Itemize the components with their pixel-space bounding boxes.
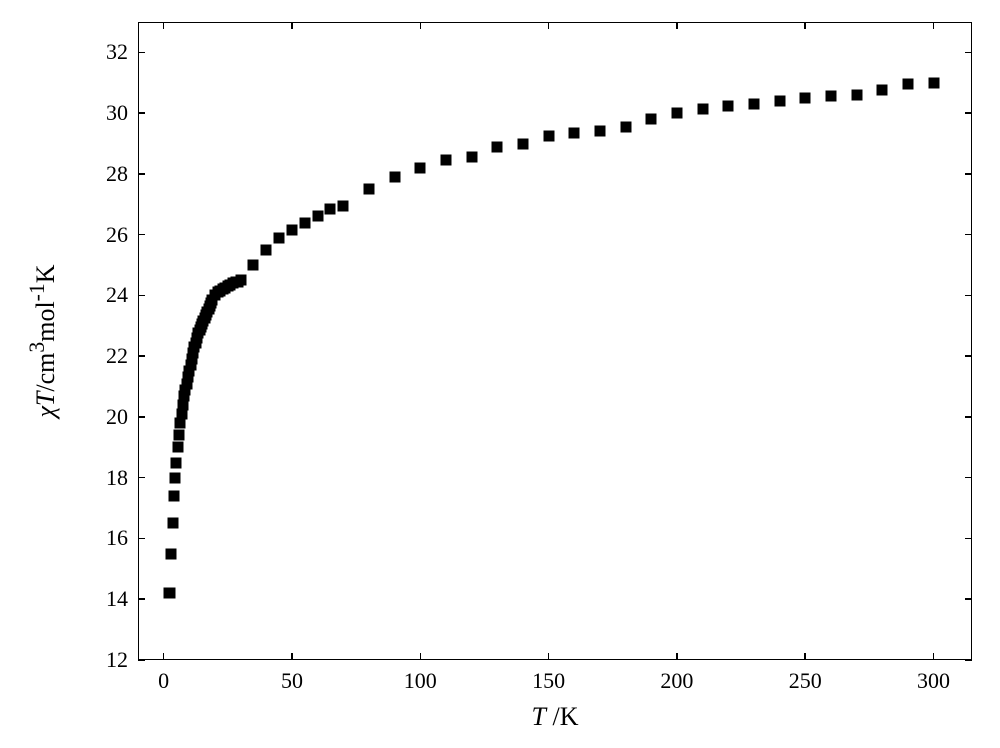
- y-tick-label: 14: [106, 586, 128, 612]
- data-point: [312, 211, 323, 222]
- data-point: [492, 141, 503, 152]
- y-tick: [138, 234, 145, 236]
- data-point: [389, 171, 400, 182]
- data-point: [172, 442, 183, 453]
- x-tick-label: 50: [281, 668, 303, 694]
- y-tick-right: [965, 477, 972, 479]
- data-point: [466, 152, 477, 163]
- y-tick-right: [965, 355, 972, 357]
- y-tick-right: [965, 295, 972, 297]
- data-point: [774, 95, 785, 106]
- plot-area: [138, 22, 972, 660]
- data-point: [363, 184, 374, 195]
- data-point: [274, 232, 285, 243]
- y-tick-label: 32: [106, 39, 128, 65]
- data-point: [800, 92, 811, 103]
- data-point: [825, 91, 836, 102]
- y-tick-label: 30: [106, 100, 128, 126]
- y-tick-label: 12: [106, 647, 128, 673]
- data-point: [671, 108, 682, 119]
- data-point: [167, 518, 178, 529]
- x-tick-top: [548, 22, 550, 29]
- y-tick: [138, 112, 145, 114]
- y-tick-label: 26: [106, 222, 128, 248]
- data-point: [415, 162, 426, 173]
- y-tick: [138, 477, 145, 479]
- x-tick-label: 100: [404, 668, 437, 694]
- data-point: [877, 85, 888, 96]
- data-point: [697, 103, 708, 114]
- data-point: [248, 260, 259, 271]
- chart-container: 12 14 16 18 20 22 24 26 28 30 32 0 50 100 150 200 250 300…: [0, 0, 1000, 748]
- y-axis-label: χT/cm3mol-1K: [25, 264, 61, 417]
- y-tick: [138, 598, 145, 600]
- y-tick-right: [965, 598, 972, 600]
- data-point: [170, 472, 181, 483]
- x-tick: [548, 653, 550, 660]
- y-tick-label: 28: [106, 161, 128, 187]
- x-tick-top: [933, 22, 935, 29]
- data-point: [174, 430, 185, 441]
- y-tick-right: [965, 416, 972, 418]
- y-tick: [138, 355, 145, 357]
- data-point: [165, 588, 176, 599]
- data-point: [286, 225, 297, 236]
- x-tick-label: 150: [532, 668, 565, 694]
- y-tick: [138, 416, 145, 418]
- y-tick-right: [965, 538, 972, 540]
- data-point: [543, 130, 554, 141]
- x-tick: [804, 653, 806, 660]
- data-point: [646, 114, 657, 125]
- x-tick-label: 0: [158, 668, 169, 694]
- data-point: [261, 244, 272, 255]
- data-point: [620, 121, 631, 132]
- x-tick-top: [420, 22, 422, 29]
- data-point: [851, 89, 862, 100]
- data-point: [748, 99, 759, 110]
- y-tick: [138, 659, 145, 661]
- y-tick-right: [965, 112, 972, 114]
- data-point: [168, 490, 179, 501]
- data-point: [235, 275, 246, 286]
- x-tick: [676, 653, 678, 660]
- x-tick-top: [163, 22, 165, 29]
- data-point: [325, 203, 336, 214]
- x-tick-top: [804, 22, 806, 29]
- x-tick-label: 300: [917, 668, 950, 694]
- y-tick-right: [965, 173, 972, 175]
- x-tick: [420, 653, 422, 660]
- data-point: [338, 200, 349, 211]
- y-tick-label: 20: [106, 404, 128, 430]
- x-tick: [163, 653, 165, 660]
- data-point: [928, 77, 939, 88]
- y-tick: [138, 538, 145, 540]
- data-point: [440, 155, 451, 166]
- y-tick-label: 22: [106, 343, 128, 369]
- data-point: [517, 138, 528, 149]
- y-tick: [138, 173, 145, 175]
- y-tick-label: 24: [106, 282, 128, 308]
- y-tick: [138, 295, 145, 297]
- data-point: [902, 79, 913, 90]
- y-tick-right: [965, 234, 972, 236]
- data-point: [569, 127, 580, 138]
- data-point: [299, 217, 310, 228]
- y-tick-label: 16: [106, 525, 128, 551]
- x-tick-top: [676, 22, 678, 29]
- x-tick-label: 200: [660, 668, 693, 694]
- x-tick: [933, 653, 935, 660]
- y-tick-right: [965, 659, 972, 661]
- data-point: [594, 126, 605, 137]
- data-point: [171, 457, 182, 468]
- y-tick: [138, 52, 145, 54]
- data-point: [723, 100, 734, 111]
- x-axis-label: T /K: [532, 702, 579, 732]
- y-tick-right: [965, 52, 972, 54]
- y-tick-label: 18: [106, 465, 128, 491]
- x-tick-label: 250: [789, 668, 822, 694]
- data-point: [166, 548, 177, 559]
- x-tick: [291, 653, 293, 660]
- x-tick-top: [291, 22, 293, 29]
